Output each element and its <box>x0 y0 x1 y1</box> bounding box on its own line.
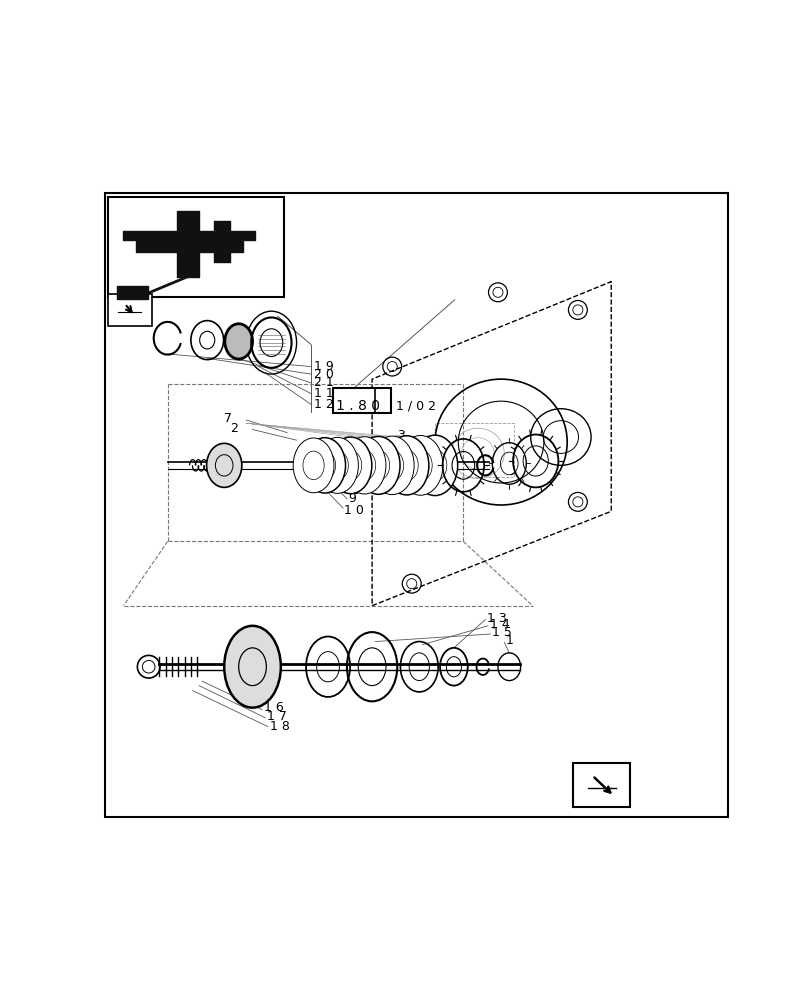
Text: 1 4: 1 4 <box>489 618 508 631</box>
Text: 2 1: 2 1 <box>314 376 333 389</box>
Bar <box>108 197 284 297</box>
Text: 1 0: 1 0 <box>344 504 364 517</box>
Text: 1 8: 1 8 <box>269 720 289 733</box>
Bar <box>435 423 513 477</box>
Ellipse shape <box>316 437 358 493</box>
Text: 7: 7 <box>224 412 232 425</box>
Bar <box>573 763 629 807</box>
Text: 3: 3 <box>397 429 405 442</box>
Text: 1 3: 1 3 <box>487 612 506 625</box>
Ellipse shape <box>329 437 371 494</box>
Text: 1 6: 1 6 <box>264 701 283 714</box>
Text: 1 5: 1 5 <box>491 626 512 639</box>
Ellipse shape <box>293 438 333 493</box>
Ellipse shape <box>225 324 252 359</box>
Text: 1 / 0 2: 1 / 0 2 <box>396 399 436 412</box>
Text: 1 1: 1 1 <box>314 387 333 400</box>
Ellipse shape <box>384 436 428 495</box>
Text: 9: 9 <box>348 492 355 505</box>
Bar <box>108 294 152 326</box>
Text: 1 . 8 0: 1 . 8 0 <box>336 399 380 413</box>
Ellipse shape <box>370 436 414 495</box>
Ellipse shape <box>356 436 400 494</box>
Ellipse shape <box>397 435 443 495</box>
Text: 1 9: 1 9 <box>314 360 333 373</box>
Ellipse shape <box>206 443 242 487</box>
Ellipse shape <box>412 435 457 496</box>
Text: 1: 1 <box>505 634 513 647</box>
Text: 1 2: 1 2 <box>314 398 333 411</box>
Ellipse shape <box>343 437 385 494</box>
Text: 2: 2 <box>230 422 238 435</box>
Ellipse shape <box>304 438 345 493</box>
Text: 8: 8 <box>351 484 359 497</box>
Text: 1 7: 1 7 <box>267 710 286 723</box>
Text: 6: 6 <box>397 454 405 467</box>
Ellipse shape <box>224 626 281 708</box>
Text: 5: 5 <box>397 446 405 459</box>
Bar <box>333 388 391 413</box>
Text: 4: 4 <box>397 437 405 450</box>
Text: 2 0: 2 0 <box>314 368 333 381</box>
